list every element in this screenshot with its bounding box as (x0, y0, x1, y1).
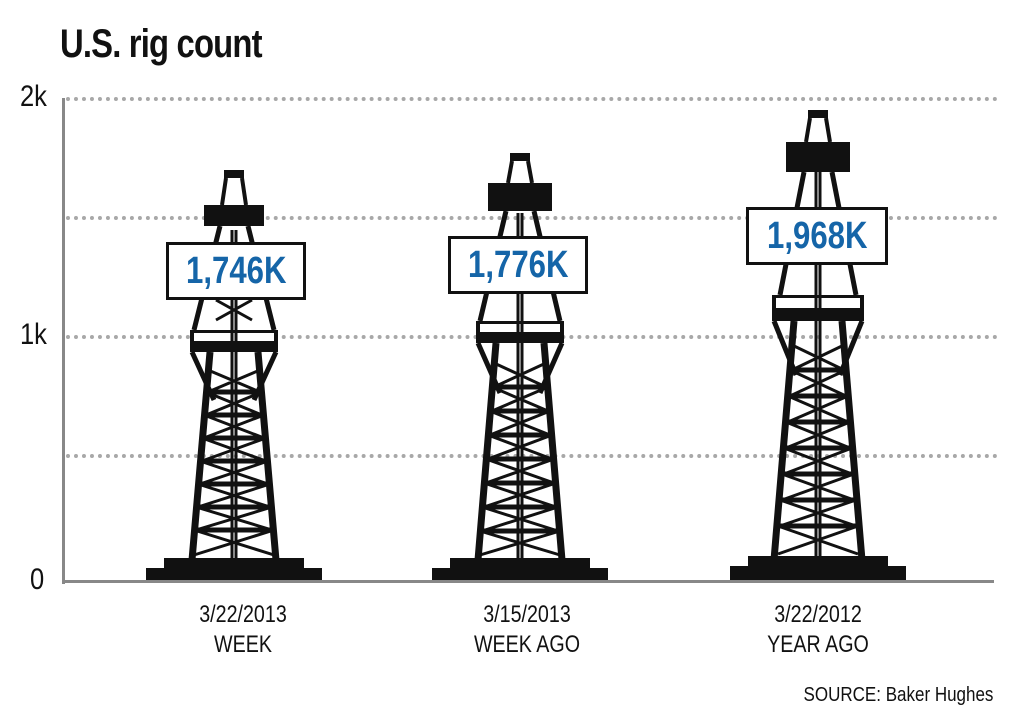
x-label-period: YEAR AGO (767, 631, 869, 658)
derrick-icon-week-ago (432, 153, 608, 582)
x-axis (62, 580, 994, 583)
gridline-500 (66, 454, 998, 458)
x-label-week-ago: 3/15/2013 WEEK AGO (427, 600, 627, 660)
y-axis (62, 98, 65, 584)
y-tick-2k: 2k (20, 80, 47, 113)
value-label-week: 1,746K (166, 242, 306, 300)
derrick-icon-week (146, 170, 322, 582)
x-label-date: 3/15/2013 (483, 601, 571, 628)
x-label-year-ago: 3/22/2012 YEAR AGO (718, 600, 918, 660)
derrick-icon-year-ago (730, 110, 906, 582)
value-label-year-ago: 1,968K (746, 207, 888, 265)
gridline-2000 (66, 97, 998, 101)
x-label-period: WEEK (214, 631, 272, 658)
y-tick-1k: 1k (20, 318, 47, 351)
x-label-date: 3/22/2012 (774, 601, 862, 628)
x-label-week: 3/22/2013 WEEK (143, 600, 343, 660)
chart-title: U.S. rig count (60, 22, 263, 66)
value-label-week-ago: 1,776K (448, 236, 588, 294)
x-label-date: 3/22/2013 (199, 601, 287, 628)
gridline-1500 (66, 216, 998, 220)
y-tick-0: 0 (30, 563, 45, 596)
source-note: SOURCE: Baker Hughes (803, 684, 993, 706)
x-label-period: WEEK AGO (473, 631, 581, 658)
